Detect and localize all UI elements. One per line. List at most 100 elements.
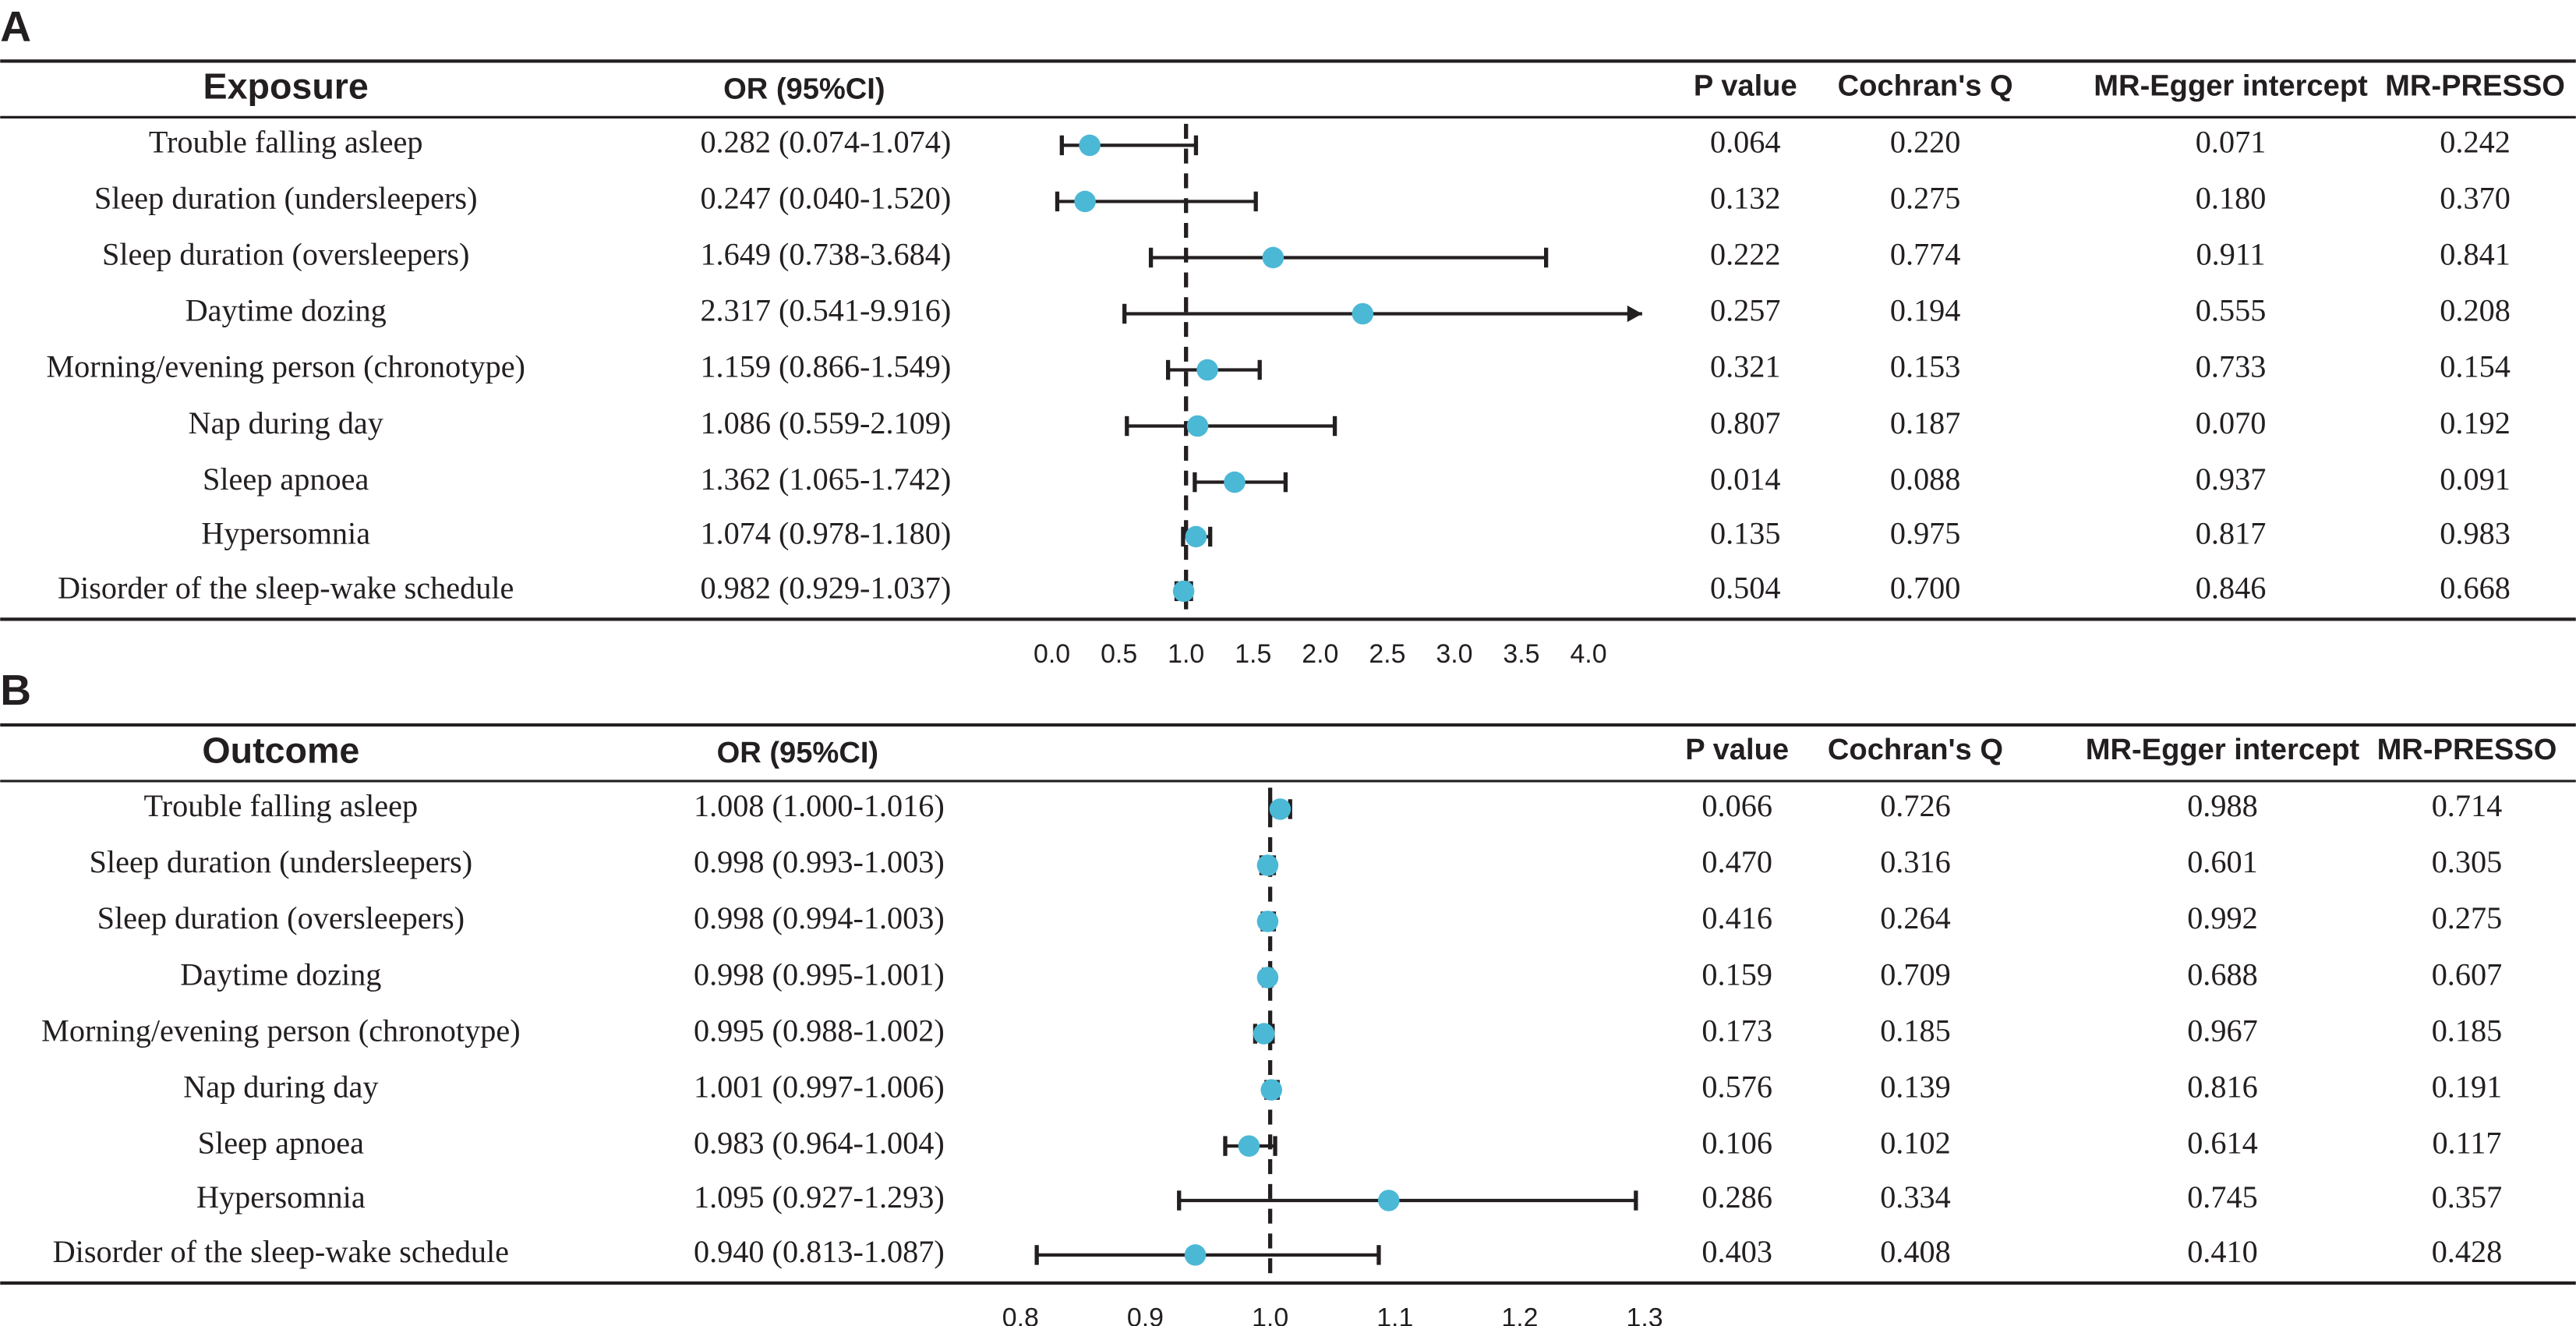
- point-estimate: [1172, 580, 1195, 603]
- stat-cell: 0.070: [2196, 405, 2267, 440]
- stat-cell: 0.222: [1710, 237, 1781, 272]
- stat-cell: 0.967: [2187, 1013, 2258, 1048]
- stat-cell: 0.275: [1890, 181, 1961, 216]
- point-estimate: [1238, 1135, 1260, 1157]
- stat-cell: 0.194: [1890, 293, 1961, 328]
- estimate-label: 0.982 (0.929-1.037): [700, 571, 951, 606]
- stat-cell: 0.154: [2440, 349, 2511, 384]
- stat-cell: 0.192: [2440, 405, 2511, 440]
- x-tick-label: 0.9: [1127, 1303, 1164, 1326]
- stat-cell: 0.370: [2440, 181, 2511, 216]
- column-header: Cochran's Q: [1838, 69, 2013, 102]
- stat-cell: 0.088: [1890, 461, 1961, 497]
- estimate-label: 1.086 (0.559-2.109): [700, 405, 951, 440]
- row-label: Hypersomnia: [196, 1179, 366, 1215]
- stat-cell: 0.220: [1890, 125, 1961, 160]
- column-header: Exposure: [203, 66, 369, 107]
- stat-cell: 0.983: [2440, 516, 2511, 551]
- column-header: OR (95%CI): [723, 72, 885, 106]
- x-tick-label: 1.3: [1627, 1303, 1663, 1326]
- stat-cell: 0.275: [2432, 900, 2503, 935]
- x-tick-label: 0.8: [1002, 1303, 1039, 1326]
- stat-cell: 0.191: [2432, 1069, 2503, 1104]
- x-tick-label: 4.0: [1570, 639, 1606, 669]
- estimate-label: 0.282 (0.074-1.074): [700, 125, 951, 160]
- panel-label: B: [0, 666, 31, 714]
- stat-cell: 0.357: [2432, 1179, 2503, 1215]
- stat-cell: 0.846: [2196, 571, 2267, 606]
- stat-cell: 0.135: [1710, 516, 1781, 551]
- stat-cell: 0.264: [1880, 900, 1951, 935]
- point-estimate: [1352, 302, 1374, 325]
- stat-cell: 0.668: [2440, 571, 2511, 606]
- point-estimate: [1074, 190, 1096, 213]
- estimate-label: 1.159 (0.866-1.549): [700, 349, 951, 384]
- stat-cell: 0.321: [1710, 349, 1781, 384]
- point-estimate: [1184, 1244, 1207, 1266]
- ci-arrow: [1627, 305, 1642, 323]
- stat-cell: 0.066: [1701, 788, 1772, 823]
- point-estimate: [1256, 967, 1279, 988]
- stat-cell: 0.911: [2196, 237, 2266, 272]
- stat-cell: 0.714: [2432, 788, 2503, 823]
- estimate-label: 0.983 (0.964-1.004): [694, 1125, 945, 1160]
- column-header: Outcome: [202, 730, 359, 770]
- stat-cell: 0.410: [2187, 1234, 2258, 1269]
- x-tick-label: 1.5: [1235, 639, 1271, 669]
- stat-cell: 0.614: [2187, 1125, 2258, 1160]
- stat-cell: 0.700: [1890, 571, 1961, 606]
- x-tick-label: 0.0: [1034, 639, 1070, 669]
- x-tick-label: 3.0: [1436, 639, 1472, 669]
- stat-cell: 0.014: [1710, 461, 1781, 497]
- row-label: Trouble falling asleep: [149, 125, 423, 160]
- estimate-label: 1.095 (0.927-1.293): [694, 1179, 945, 1215]
- row-label: Sleep duration (oversleepers): [97, 900, 465, 935]
- stat-cell: 0.106: [1701, 1125, 1772, 1160]
- stat-cell: 0.242: [2440, 125, 2511, 160]
- stat-cell: 0.305: [2432, 844, 2503, 879]
- stat-cell: 0.187: [1890, 405, 1961, 440]
- estimate-label: 0.247 (0.040-1.520): [700, 181, 951, 216]
- row-label: Sleep duration (undersleepers): [90, 844, 473, 879]
- stat-cell: 0.153: [1890, 349, 1961, 384]
- row-label: Morning/evening person (chronotype): [41, 1013, 521, 1048]
- stat-cell: 0.159: [1701, 956, 1772, 992]
- stat-cell: 0.064: [1710, 125, 1781, 160]
- stat-cell: 0.555: [2196, 293, 2267, 328]
- stat-cell: 0.071: [2196, 125, 2267, 160]
- row-label: Trouble falling asleep: [144, 788, 419, 823]
- point-estimate: [1079, 134, 1101, 157]
- point-estimate: [1377, 1190, 1400, 1211]
- stat-cell: 0.428: [2432, 1234, 2503, 1269]
- row-label: Daytime dozing: [186, 293, 387, 328]
- stat-cell: 0.975: [1890, 516, 1961, 551]
- column-header: P value: [1694, 69, 1797, 102]
- row-label: Disorder of the sleep-wake schedule: [58, 571, 514, 606]
- stat-cell: 0.807: [1710, 405, 1781, 440]
- stat-cell: 0.576: [1701, 1069, 1772, 1104]
- x-tick-label: 2.0: [1302, 639, 1338, 669]
- stat-cell: 0.688: [2187, 956, 2258, 992]
- point-estimate: [1269, 798, 1292, 820]
- column-header: MR-Egger intercept: [2094, 69, 2368, 102]
- stat-cell: 0.257: [1710, 293, 1781, 328]
- stat-cell: 0.470: [1701, 844, 1772, 879]
- stat-cell: 0.208: [2440, 293, 2511, 328]
- stat-cell: 0.992: [2187, 900, 2258, 935]
- stat-cell: 0.334: [1880, 1179, 1951, 1215]
- x-tick-label: 1.2: [1501, 1303, 1538, 1326]
- estimate-label: 0.995 (0.988-1.002): [694, 1013, 945, 1048]
- stat-cell: 0.185: [2432, 1013, 2503, 1048]
- row-label: Sleep apnoea: [203, 461, 369, 497]
- stat-cell: 0.774: [1890, 237, 1961, 272]
- row-label: Sleep apnoea: [198, 1125, 365, 1160]
- x-tick-label: 1.1: [1376, 1303, 1413, 1326]
- estimate-label: 0.998 (0.993-1.003): [694, 844, 945, 879]
- stat-cell: 0.180: [2196, 181, 2267, 216]
- row-label: Nap during day: [189, 405, 383, 440]
- stat-cell: 0.709: [1880, 956, 1951, 992]
- point-estimate: [1256, 911, 1279, 932]
- stat-cell: 0.403: [1701, 1234, 1772, 1269]
- column-header: MR-PRESSO: [2377, 733, 2557, 766]
- column-header: OR (95%CI): [717, 736, 879, 769]
